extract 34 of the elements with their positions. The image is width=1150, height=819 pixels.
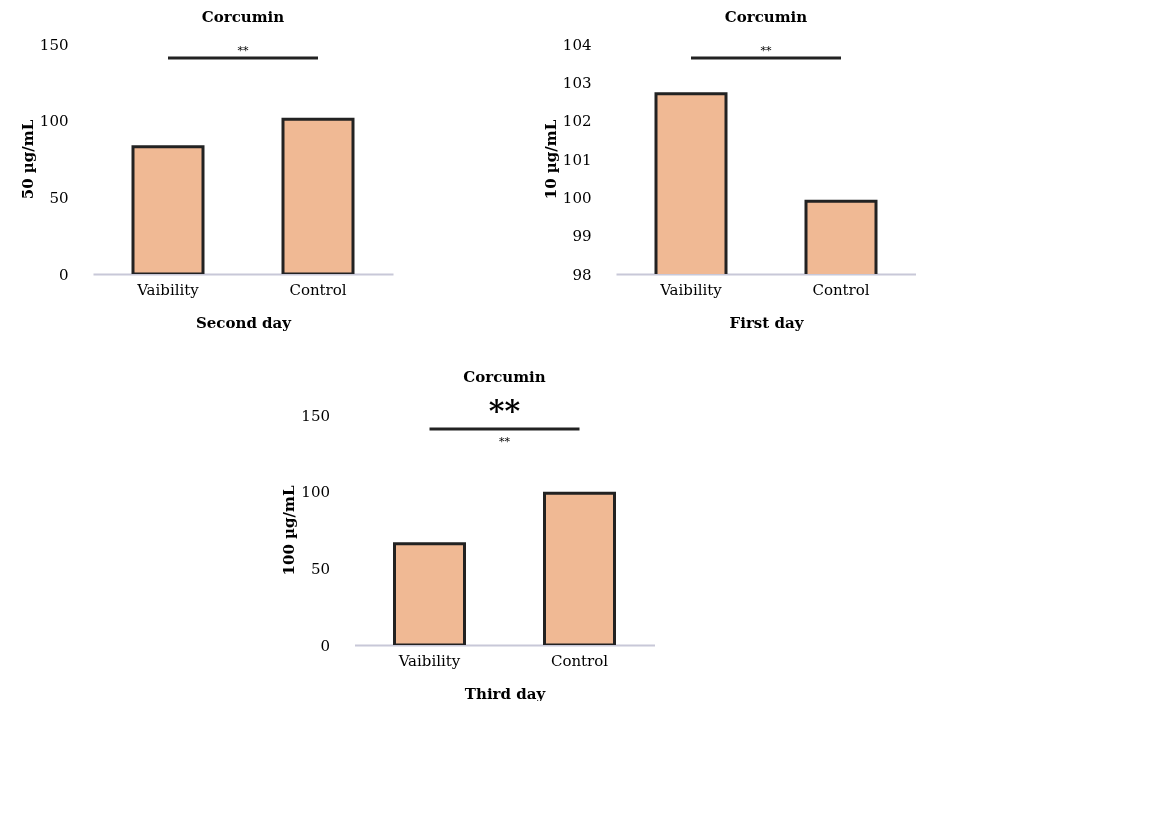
y-tick-label: 100 (562, 188, 592, 207)
x-tick-label: Vaibility (397, 651, 461, 670)
annotation: ** (237, 44, 249, 57)
y-tick-label: 100 (301, 483, 330, 502)
y-tick-label: 50 (310, 559, 330, 578)
x-axis-title: Second day (195, 313, 293, 332)
x-tick-label: Vaibility (659, 280, 723, 299)
y-tick-label: 101 (562, 150, 592, 169)
y-tick-label: 50 (49, 188, 69, 207)
y-tick-label: 0 (58, 265, 69, 284)
y-tick-label: 150 (301, 406, 330, 425)
x-axis-title: Third day (464, 684, 547, 703)
y-axis-title: 10 µg/mL (541, 119, 560, 200)
chart-title: Corcumin (724, 8, 808, 26)
annotation: ** (499, 435, 511, 448)
y-tick-label: 102 (562, 112, 592, 131)
chart-title: Corcumin (463, 368, 546, 386)
annotation: ** (488, 393, 521, 428)
annotation: ** (760, 44, 772, 57)
x-tick-label: Vaibility (136, 280, 200, 299)
y-axis-title: 50 µg/mL (18, 119, 37, 200)
x-axis-title: First day (729, 313, 805, 332)
y-tick-label: 103 (562, 73, 592, 92)
y-tick-label: 99 (572, 227, 592, 246)
x-tick-label: Control (550, 651, 609, 670)
x-tick-label: Control (812, 280, 870, 299)
x-tick-label: Control (289, 280, 347, 299)
y-axis-title: 100 µg/mL (280, 485, 299, 576)
chart-title: Corcumin (201, 8, 285, 26)
y-tick-label: 0 (320, 636, 330, 655)
y-tick-label: 150 (39, 35, 69, 54)
y-tick-label: 104 (562, 35, 592, 54)
y-tick-label: 100 (39, 112, 69, 131)
y-tick-label: 98 (572, 265, 592, 284)
